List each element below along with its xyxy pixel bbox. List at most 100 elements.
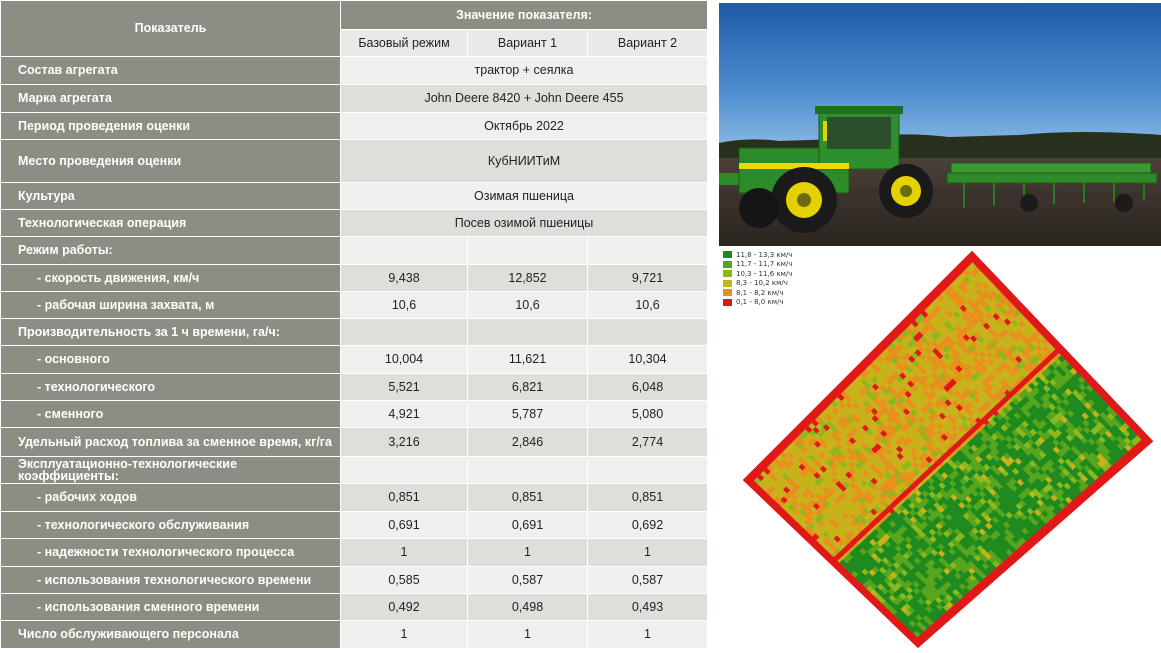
row-value-col-2: 0,851 [467,483,588,512]
row-value-col-3: 0,692 [587,511,708,539]
row-label: - надежности технологического процесса [0,538,341,567]
legend-item: 8,3 - 10,2 км/ч [723,279,792,289]
table-row: Культура Озимая пшеница [0,182,708,210]
table-row: - использования сменного времени 0,492 0,4… [0,593,708,621]
row-value-col-1: 1 [340,620,468,649]
row-label: Период проведения оценки [0,112,341,140]
row-value-col-1: 10,6 [340,291,468,319]
table-row: - рабочих ходов 0,851 0,851 0,851 [0,483,708,512]
row-value-col-2: 12,852 [467,264,588,292]
row-label: Удельный расход топлива за сменное время… [0,427,341,457]
row-value-col-1: 0,691 [340,511,468,539]
row-value-col-2: 1 [467,538,588,567]
table-row: - сменного 4,921 5,787 5,080 [0,400,708,428]
row-label: - рабочая ширина захвата, м [0,291,341,319]
row-merged-value: Октябрь 2022 [340,112,708,140]
row-value-col-2: 10,6 [467,291,588,319]
table-row: - рабочая ширина захвата, м 10,6 10,6 10,6 [0,291,708,319]
row-value-col-1: 10,004 [340,345,468,374]
legend-label: 11,7 - 11,7 км/ч [736,260,793,269]
legend-label: 10,3 - 11,6 км/ч [736,269,793,278]
row-value-col-2: 1 [467,620,588,649]
legend-item: 11,8 - 13,3 км/ч [723,250,792,260]
row-label: Производительность за 1 ч времени, га/ч: [0,318,341,346]
row-value-col-3 [587,236,708,265]
row-value-col-1: 4,921 [340,400,468,428]
row-value-col-3: 2,774 [587,427,708,457]
table-row: Период проведения оценки Октябрь 2022 [0,112,708,140]
row-merged-value: John Deere 8420 + John Deere 455 [340,84,708,113]
row-merged-value: Посев озимой пшеницы [340,209,708,237]
header-indicator: Показатель [0,0,341,57]
row-value-col-2: 11,621 [467,345,588,374]
legend-item: 10,3 - 11,6 км/ч [723,269,792,279]
legend-label: 11,8 - 13,3 км/ч [736,250,793,259]
row-value-col-2: 2,846 [467,427,588,457]
row-label: - технологического [0,373,341,401]
row-value-col-1: 9,438 [340,264,468,292]
row-value-col-1 [340,456,468,484]
row-value-col-2 [467,456,588,484]
row-value-col-2: 6,821 [467,373,588,401]
row-value-col-3: 10,304 [587,345,708,374]
row-label: Место проведения оценки [0,139,341,183]
header-col-variant1: Вариант 1 [467,29,588,57]
row-value-col-1 [340,318,468,346]
field-speed-map-image [742,250,1154,649]
row-value-col-3: 0,587 [587,566,708,594]
row-value-col-2: 0,587 [467,566,588,594]
row-value-col-1: 0,851 [340,483,468,512]
legend-swatch [723,289,732,297]
table-row: Состав агрегата трактор + сеялка [0,56,708,85]
legend-label: 8,3 - 10,2 км/ч [736,279,788,288]
row-value-col-2: 5,787 [467,400,588,428]
legend-swatch [723,279,732,287]
row-label: Технологическая операция [0,209,341,237]
row-value-col-3: 1 [587,538,708,567]
legend-label: 8,1 - 8,2 км/ч [736,288,784,297]
table-row: - скорость движения, км/ч 9,438 12,852 9,72… [0,264,708,292]
tractor-with-seeder-image [719,3,1161,246]
table-row: Режим работы: [0,236,708,265]
row-label: Эксплуатационно-технологические коэффици… [0,456,341,484]
legend-swatch [723,298,732,306]
table-row: - технологического 5,521 6,821 6,048 [0,373,708,401]
row-label: Марка агрегата [0,84,341,113]
row-value-col-3 [587,318,708,346]
row-label: Число обслуживающего персонала [0,620,341,649]
row-value-col-2: 0,498 [467,593,588,621]
table-row: Эксплуатационно-технологические коэффици… [0,456,708,484]
row-value-col-1: 1 [340,538,468,567]
row-label: - скорость движения, км/ч [0,264,341,292]
speed-map: 11,8 - 13,3 км/ч 11,7 - 11,7 км/ч 10,3 - 1… [719,246,1161,650]
row-value-col-2 [467,236,588,265]
table-row: - основного 10,004 11,621 10,304 [0,345,708,374]
row-value-col-1: 0,492 [340,593,468,621]
row-value-col-3: 1 [587,620,708,649]
row-merged-value: КубНИИТиМ [340,139,708,183]
row-value-col-1: 0,585 [340,566,468,594]
legend-item: 8,1 - 8,2 км/ч [723,288,792,298]
row-value-col-1 [340,236,468,265]
row-value-col-2: 0,691 [467,511,588,539]
header-col-variant2: Вариант 2 [587,29,708,57]
header-col-base: Базовый режим [340,29,468,57]
legend-item: 11,7 - 11,7 км/ч [723,260,792,270]
row-value-col-3: 6,048 [587,373,708,401]
row-value-col-3: 9,721 [587,264,708,292]
row-label: Режим работы: [0,236,341,265]
table-row: Число обслуживающего персонала 1 1 1 [0,620,708,649]
legend-swatch [723,260,732,268]
row-label: - технологического обслуживания [0,511,341,539]
row-value-col-3: 10,6 [587,291,708,319]
row-value-col-3: 5,080 [587,400,708,428]
row-value-col-1: 5,521 [340,373,468,401]
speed-legend: 11,8 - 13,3 км/ч 11,7 - 11,7 км/ч 10,3 - 1… [723,250,792,307]
row-value-col-1: 3,216 [340,427,468,457]
row-label: Культура [0,182,341,210]
row-label: Состав агрегата [0,56,341,85]
legend-item: 0,1 - 8,0 км/ч [723,298,792,308]
row-label: - сменного [0,400,341,428]
legend-swatch [723,251,732,259]
legend-label: 0,1 - 8,0 км/ч [736,298,784,307]
